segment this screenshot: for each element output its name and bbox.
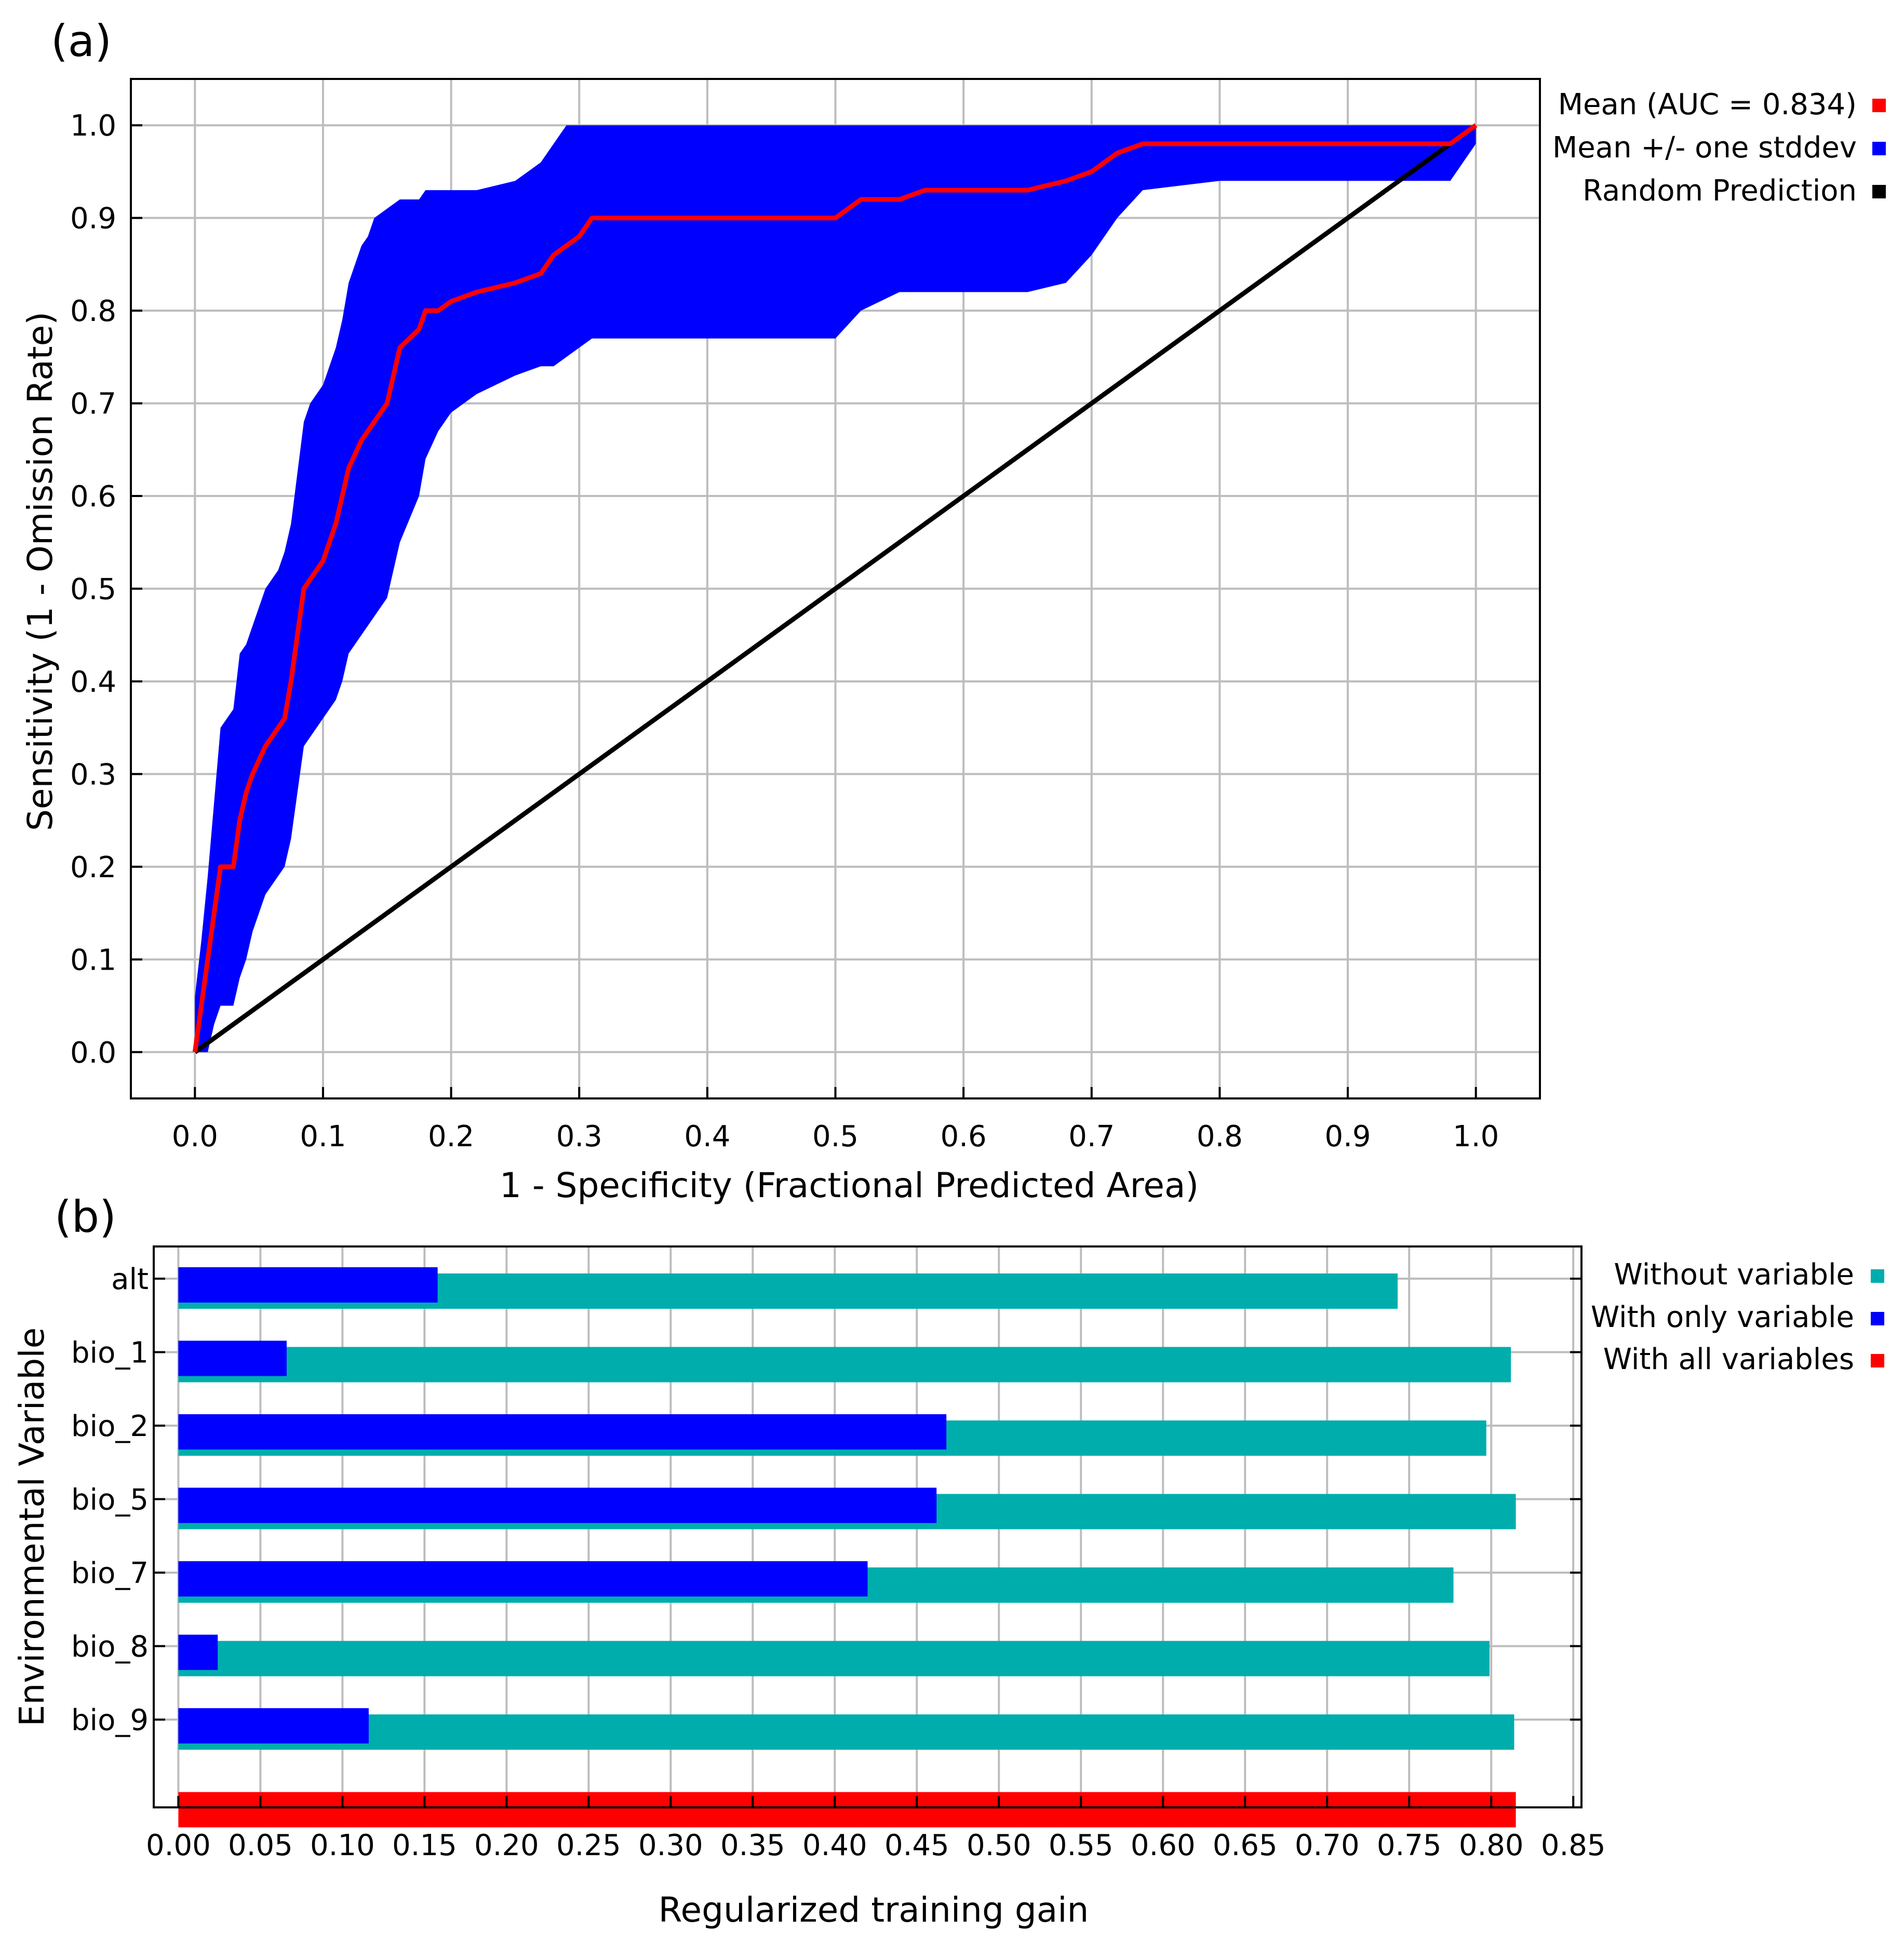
panel-a-y-tick-label: 0.0 (70, 1036, 116, 1070)
legend-without-variable-label: Without variable (1614, 1258, 1854, 1292)
panel-b-x-tick-label: 0.60 (1131, 1829, 1196, 1862)
panel-b-x-tick-label: 0.05 (228, 1829, 293, 1862)
legend-with-only-variable-swatch (1871, 1312, 1884, 1325)
bar-with-only-variable (178, 1267, 438, 1303)
panel-b-x-tick-label: 0.65 (1213, 1829, 1278, 1862)
bar-without-variable (178, 1714, 1514, 1750)
panel-b-x-tick-label: 0.85 (1541, 1829, 1606, 1862)
panel-a-x-tick-label: 0.9 (1325, 1120, 1371, 1153)
panel-a-x-tick-label: 1.0 (1453, 1120, 1499, 1153)
panel-a-y-tick-label: 0.9 (70, 202, 116, 236)
panel-a-y-tick-label: 0.1 (70, 943, 116, 977)
panel-a-y-tick-label: 0.8 (70, 294, 116, 328)
panel-b-x-tick-label: 0.35 (720, 1829, 785, 1862)
stddev-band (195, 125, 1476, 1052)
panel-a-x-tick-label: 0.5 (812, 1120, 859, 1153)
random-prediction-line (193, 123, 1478, 1054)
bar-with-only-variable (178, 1487, 937, 1523)
panel-a-x-tick-label: 0.4 (684, 1120, 730, 1153)
panel-a-x-axis-title: 1 - Specificity (Fractional Predicted Ar… (500, 1165, 1199, 1205)
panel-b-legend: Without variable With only variable With… (1591, 1258, 1884, 1376)
legend-with-only-variable-label: With only variable (1591, 1300, 1854, 1334)
panel-a-x-tick-label: 0.6 (941, 1120, 987, 1153)
bar-with-only-variable (178, 1340, 287, 1376)
panel-b-x-tick-label: 0.10 (310, 1829, 375, 1862)
bar-with-only-variable (178, 1708, 369, 1743)
panel-b-x-tick-label: 0.30 (638, 1829, 703, 1862)
panel-b-x-tick-label: 0.50 (967, 1829, 1031, 1862)
panel-b-x-tick-label: 0.15 (392, 1829, 457, 1862)
panel-b-x-tick-label: 0.25 (556, 1829, 621, 1862)
legend-without-variable-swatch (1871, 1269, 1884, 1283)
legend-mean-swatch (1872, 99, 1886, 112)
legend-with-all-variables-label: With all variables (1603, 1343, 1854, 1376)
panel-b-bars (178, 1267, 1516, 1828)
panel-b-category-label: bio_9 (71, 1703, 149, 1737)
bar-without-variable (178, 1641, 1490, 1676)
legend-mean-label: Mean (AUC = 0.834) (1558, 88, 1857, 122)
panel-b-category-label: bio_7 (71, 1557, 149, 1590)
panel-b-x-tick-label: 0.40 (802, 1829, 867, 1862)
panel-b-category-label: bio_8 (71, 1630, 149, 1664)
panel-a-x-ticks: 0.0 0.1 0.2 0.3 0.4 0.5 0.6 0.7 0.8 0.9 1.0 (172, 1087, 1499, 1153)
panel-b-y-ticks: alt bio_1 bio_2 bio_5 bio_7 bio_8 bio_9 (71, 1263, 1581, 1737)
panel-a-y-tick-label: 0.3 (70, 758, 116, 792)
bar-with-only-variable (178, 1634, 218, 1670)
legend-stddev-label: Mean +/- one stddev (1552, 131, 1857, 165)
panel-a-y-tick-label: 0.4 (70, 665, 116, 699)
panel-b-plot-frame (153, 1245, 1583, 1808)
panel-a-x-tick-label: 0.0 (172, 1120, 218, 1153)
panel-a-label: (a) (51, 16, 112, 66)
panel-b-label: (b) (55, 1191, 116, 1242)
bar-without-variable (178, 1347, 1511, 1383)
panel-b-x-tick-label: 0.00 (146, 1829, 211, 1862)
panel-a-y-axis-title: Sensitivity (1 - Omission Rate) (20, 312, 60, 831)
legend-stddev-swatch (1872, 142, 1886, 155)
panel-a-x-tick-label: 0.8 (1197, 1120, 1243, 1153)
panel-b-x-tick-label: 0.55 (1049, 1829, 1114, 1862)
panel-a-legend: Mean (AUC = 0.834) Mean +/- one stddev R… (1552, 88, 1886, 208)
panel-a-x-tick-label: 0.2 (428, 1120, 474, 1153)
panel-a-y-tick-label: 0.5 (70, 573, 116, 607)
panel-a-y-tick-label: 1.0 (70, 109, 116, 143)
bar-with-only-variable (178, 1561, 868, 1597)
panel-b-x-tick-label: 0.20 (474, 1829, 539, 1862)
legend-random-swatch (1872, 185, 1886, 198)
bar-with-all-variables (178, 1792, 1516, 1828)
bar-with-only-variable (178, 1414, 947, 1450)
panel-a-x-tick-label: 0.3 (556, 1120, 602, 1153)
panel-b-x-tick-label: 0.45 (884, 1829, 949, 1862)
legend-with-all-variables-swatch (1871, 1354, 1884, 1367)
panel-a-y-ticks: 0.0 0.1 0.2 0.3 0.4 0.5 0.6 0.7 0.8 0.9 1.0 (70, 109, 142, 1070)
panel-b-x-tick-label: 0.80 (1459, 1829, 1524, 1862)
panel-b-x-axis-title: Regularized training gain (659, 1890, 1089, 1930)
panel-a-x-tick-label: 0.7 (1068, 1120, 1115, 1153)
panel-a-y-tick-label: 0.6 (70, 480, 116, 514)
panel-b-category-label: bio_1 (71, 1336, 149, 1370)
mean-roc-line (192, 123, 1478, 1053)
panel-b-x-tick-label: 0.75 (1377, 1829, 1442, 1862)
panel-b-gain-chart: (b) 0.00 0.05 0.10 0.15 0.20 0.25 0.30 0.35 0.40… (12, 1191, 1884, 1930)
panel-b-x-tick-label: 0.70 (1295, 1829, 1360, 1862)
panel-a-y-tick-label: 0.2 (70, 851, 116, 884)
panel-a-y-tick-label: 0.7 (70, 387, 116, 421)
panel-a-roc-chart: (a) 0.0 0.1 0.2 0.3 0.4 0.5 0.6 0.7 0.8 0.9 1.0 0.… (20, 16, 1886, 1205)
legend-random-label: Random Prediction (1583, 174, 1857, 208)
panel-a-x-tick-label: 0.1 (300, 1120, 346, 1153)
panel-b-category-label: alt (111, 1263, 149, 1296)
panel-b-category-label: bio_5 (71, 1483, 149, 1517)
panel-b-y-axis-title: Environmental Variable (12, 1327, 52, 1726)
panel-b-category-label: bio_2 (71, 1410, 149, 1443)
panel-b-x-ticks: 0.00 0.05 0.10 0.15 0.20 0.25 0.30 0.35 0.40 0.45… (146, 1796, 1606, 1862)
